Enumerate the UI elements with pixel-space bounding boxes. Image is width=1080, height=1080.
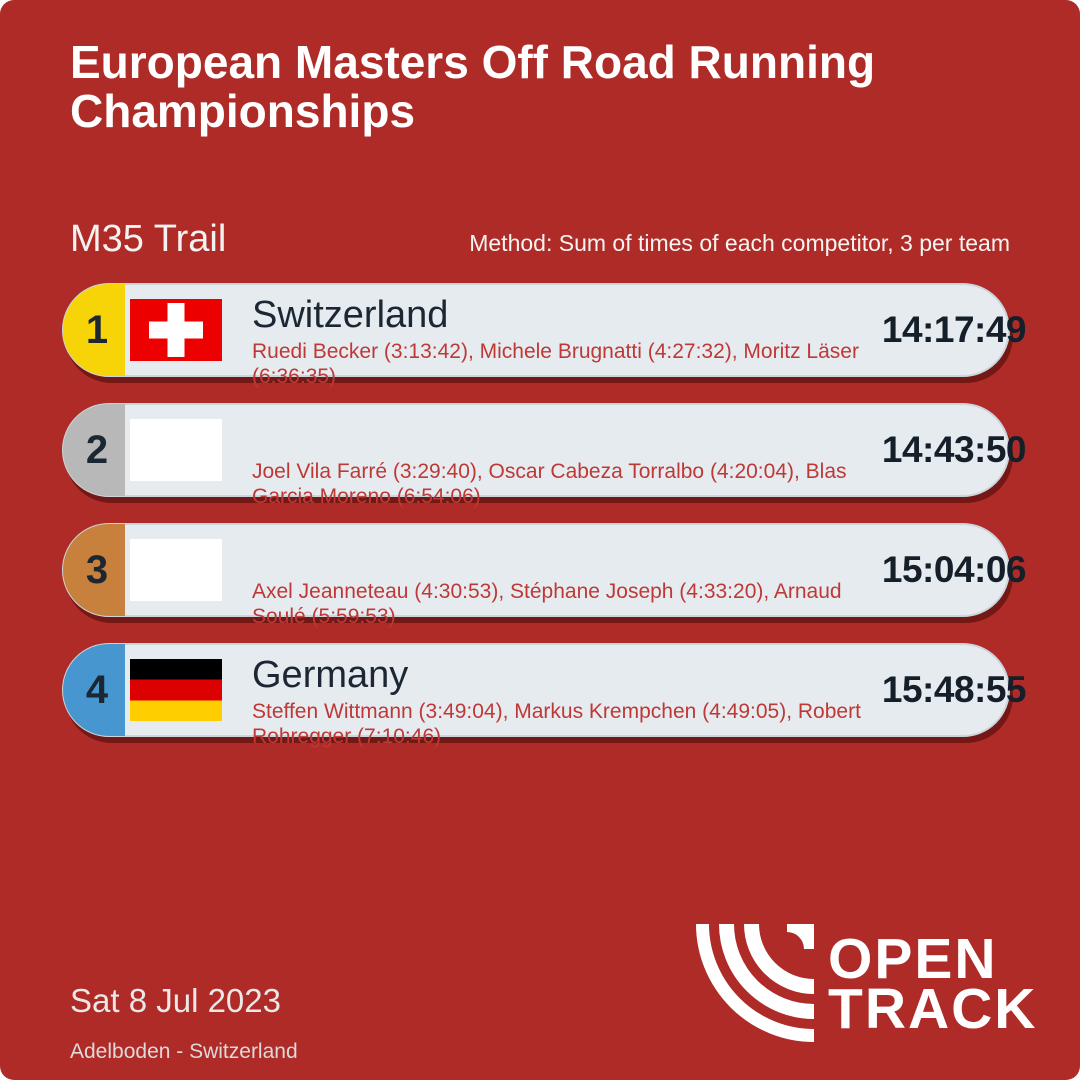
team-name: Switzerland — [252, 294, 449, 336]
event-date: Sat 8 Jul 2023 — [70, 982, 281, 1019]
result-row: 1 Switzerland Ruedi Becker (3:13:42), Mi… — [62, 283, 1027, 388]
team-flag — [130, 659, 222, 721]
opentrack-wordmark: OPEN TRACK — [828, 924, 1038, 1041]
row-content: Germany Steffen Wittmann (3:49:04), Mark… — [252, 654, 872, 749]
rank-badge: 2 — [63, 404, 125, 496]
team-total-time: 14:43:50 — [881, 429, 1027, 470]
rank-badge: 4 — [63, 644, 125, 736]
result-row: 4 Germany Steffen Wittmann (3:49:04), Ma… — [62, 643, 1027, 748]
team-name — [252, 414, 872, 456]
opentrack-arcs-icon — [696, 924, 814, 1042]
result-row: 2 Joel Vila Farré (3:29:40), Oscar Cabez… — [62, 403, 1027, 508]
result-row: 3 Axel Jeanneteau (4:30:53), Stéphane Jo… — [62, 523, 1027, 628]
row-content: Joel Vila Farré (3:29:40), Oscar Cabeza … — [252, 414, 872, 509]
event-location: Adelboden - Switzerland — [70, 1040, 298, 1063]
rank-badge: 3 — [63, 524, 125, 616]
rank-badge: 1 — [63, 284, 125, 376]
team-athletes: Ruedi Becker (3:13:42), Michele Brugnatt… — [252, 340, 859, 388]
team-total-time: 15:04:06 — [881, 549, 1027, 590]
team-flag — [130, 299, 222, 361]
team-athletes: Joel Vila Farré (3:29:40), Oscar Cabeza … — [252, 460, 847, 508]
team-total-time: 14:17:49 — [881, 309, 1027, 350]
team-name: Germany — [252, 654, 409, 696]
section-header: M35 Trail Method: Sum of times of each c… — [70, 218, 1010, 261]
opentrack-wordmark-line2: TRACK — [828, 977, 1038, 1041]
team-total-time: 15:48:55 — [881, 669, 1027, 710]
team-flag — [130, 539, 222, 601]
row-content: Axel Jeanneteau (4:30:53), Stéphane Jose… — [252, 534, 872, 629]
rank-number: 1 — [85, 307, 109, 352]
scoring-method-note: Method: Sum of times of each competitor,… — [469, 230, 1010, 256]
rank-number: 4 — [85, 667, 109, 712]
event-title: European Masters Off Road Running Champi… — [70, 36, 876, 137]
category-label: M35 Trail — [70, 218, 227, 260]
results-list: 1 Switzerland Ruedi Becker (3:13:42), Mi… — [62, 283, 1027, 763]
team-athletes: Steffen Wittmann (3:49:04), Markus Kremp… — [252, 700, 861, 748]
row-content: Switzerland Ruedi Becker (3:13:42), Mich… — [252, 294, 872, 389]
team-athletes: Axel Jeanneteau (4:30:53), Stéphane Jose… — [252, 580, 842, 628]
team-name — [252, 534, 872, 576]
opentrack-logo: OPEN TRACK — [692, 924, 1037, 1046]
opentrack-wordmark-line1: OPEN — [828, 927, 998, 991]
rank-number: 3 — [85, 547, 109, 592]
rank-number: 2 — [85, 427, 109, 472]
team-flag — [130, 419, 222, 481]
